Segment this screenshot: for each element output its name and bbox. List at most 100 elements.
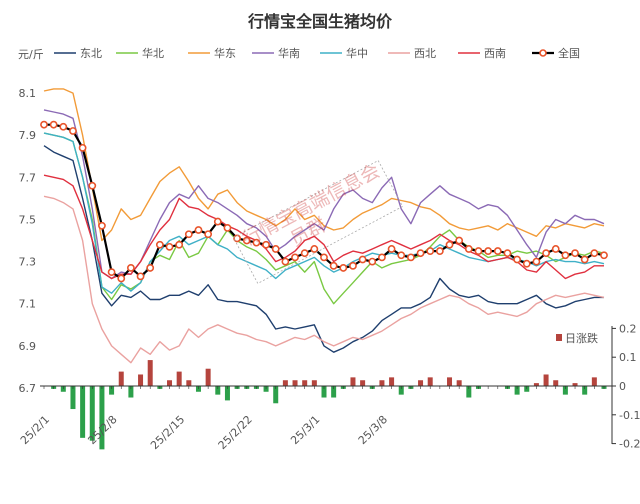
national-point bbox=[262, 240, 270, 249]
daily-change-bar bbox=[167, 380, 173, 386]
y-left-tick-label: 7.7 bbox=[19, 171, 37, 184]
daily-change-bar bbox=[331, 386, 337, 398]
daily-change-bar bbox=[176, 371, 182, 386]
legend-label: 华东 bbox=[214, 46, 236, 60]
national-point bbox=[368, 257, 377, 266]
daily-change-bar bbox=[224, 386, 230, 401]
daily-change-bar bbox=[118, 371, 124, 386]
national-point bbox=[136, 272, 145, 281]
national-point bbox=[600, 251, 608, 260]
national-point bbox=[522, 259, 531, 268]
national-point bbox=[387, 245, 396, 253]
national-point bbox=[204, 230, 213, 239]
legend-label: 华中 bbox=[346, 46, 368, 60]
national-point bbox=[513, 255, 522, 264]
national-point bbox=[49, 120, 58, 129]
watermark-frame bbox=[232, 160, 404, 284]
daily-change-bar bbox=[128, 386, 134, 398]
daily-change-bar bbox=[215, 386, 221, 395]
daily-change-bar bbox=[514, 386, 520, 395]
national-point bbox=[59, 122, 68, 131]
daily-change-bar bbox=[543, 374, 549, 386]
national-point bbox=[175, 240, 184, 249]
daily-change-bar bbox=[582, 386, 588, 395]
daily-change-bar bbox=[80, 386, 86, 438]
daily-change-bar bbox=[447, 377, 453, 386]
national-point bbox=[271, 245, 280, 253]
x-tick-label: 25/3/8 bbox=[356, 413, 390, 447]
national-point bbox=[165, 242, 174, 251]
national-point bbox=[146, 264, 155, 272]
national-point bbox=[184, 230, 193, 239]
national-point bbox=[464, 245, 473, 253]
national-point bbox=[406, 253, 415, 262]
national-point bbox=[223, 223, 232, 232]
national-point bbox=[503, 249, 512, 258]
national-point bbox=[117, 274, 126, 283]
bar-series: 日涨跌 bbox=[41, 331, 607, 450]
national-point bbox=[78, 143, 87, 152]
legend-label: 华北 bbox=[142, 46, 164, 60]
national-point bbox=[291, 253, 299, 262]
x-tick-label: 25/2/1 bbox=[18, 413, 52, 447]
y-left-tick-label: 7.3 bbox=[19, 256, 37, 269]
national-point bbox=[435, 247, 444, 255]
series-line bbox=[43, 174, 604, 280]
national-point bbox=[126, 264, 135, 272]
national-point bbox=[455, 236, 464, 245]
national-point bbox=[349, 261, 357, 270]
daily-change-bar bbox=[591, 377, 597, 386]
national-point bbox=[98, 221, 106, 230]
national-point bbox=[580, 255, 589, 264]
series-line bbox=[43, 195, 605, 364]
daily-change-bar bbox=[456, 380, 462, 386]
daily-change-bar bbox=[89, 386, 95, 441]
legend-label: 东北 bbox=[80, 47, 102, 60]
national-point bbox=[542, 249, 550, 258]
series-line bbox=[43, 145, 604, 353]
daily-change-bar bbox=[292, 380, 298, 386]
y-left-tick-label: 6.9 bbox=[19, 340, 37, 353]
y-right-tick-label: -0.2 bbox=[619, 438, 640, 451]
national-point bbox=[561, 251, 570, 260]
daily-change-bar bbox=[398, 386, 404, 395]
national-point bbox=[378, 253, 386, 262]
national-point bbox=[88, 181, 97, 190]
national-point bbox=[416, 249, 425, 258]
daily-change-bar bbox=[109, 386, 115, 395]
national-point bbox=[397, 251, 406, 260]
x-tick-label: 25/2/22 bbox=[216, 413, 255, 452]
national-point bbox=[339, 264, 348, 272]
daily-change-bar bbox=[273, 386, 279, 404]
national-point bbox=[242, 236, 251, 245]
national-point bbox=[329, 261, 338, 270]
daily-change-bar bbox=[70, 386, 76, 410]
national-point bbox=[107, 268, 116, 277]
national-point bbox=[532, 257, 541, 266]
y-right-tick-label: 0 bbox=[619, 380, 626, 393]
y-left-tick-label: 8.1 bbox=[19, 87, 37, 100]
left-axis-unit: 元/斤 bbox=[18, 48, 44, 61]
legend-label: 全国 bbox=[558, 46, 580, 60]
national-point bbox=[445, 240, 454, 249]
national-point bbox=[358, 255, 367, 264]
daily-change-bar bbox=[321, 386, 327, 398]
daily-change-bar bbox=[99, 386, 105, 450]
national-point bbox=[300, 249, 309, 258]
daily-change-bar bbox=[553, 380, 559, 386]
daily-change-bar bbox=[427, 377, 433, 386]
national-point bbox=[590, 249, 599, 258]
x-tick-label: 25/3/1 bbox=[288, 413, 322, 447]
series-line bbox=[43, 132, 605, 305]
y-right-tick-label: 0.1 bbox=[619, 351, 637, 364]
daily-change-bar bbox=[379, 380, 385, 386]
legend-marker bbox=[539, 49, 547, 57]
legend: 东北 华北 华东 华南 华中 西北 西南 全国 bbox=[54, 46, 580, 60]
y-left-tick-label: 7.5 bbox=[19, 213, 37, 226]
daily-change-bar bbox=[147, 360, 153, 386]
chart-title: 行情宝全国生猪均价 bbox=[247, 12, 393, 31]
y-left-tick-label: 7.9 bbox=[19, 129, 37, 142]
national-point bbox=[310, 245, 319, 253]
